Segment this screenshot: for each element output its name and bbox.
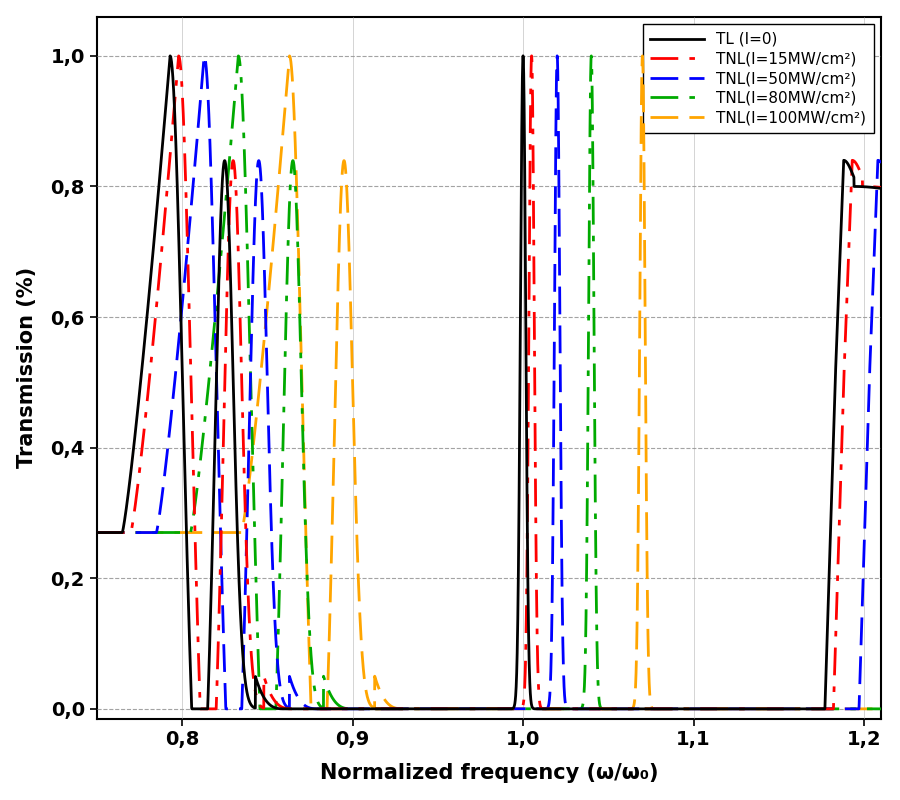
TNL(I=100MW/cm²)	[734, 704, 745, 714]
TNL(I=15MW/cm²)	[526, 51, 537, 61]
Line: TNL(I=15MW/cm²): TNL(I=15MW/cm²)	[94, 56, 900, 709]
TNL(I=50MW/cm²)	[220, 704, 231, 714]
TNL(I=50MW/cm²)	[570, 704, 580, 714]
TNL(I=100MW/cm²)	[605, 704, 616, 714]
TNL(I=15MW/cm²)	[691, 704, 702, 714]
TL (I=0)	[382, 704, 393, 714]
Y-axis label: Transmission (%): Transmission (%)	[17, 267, 37, 468]
X-axis label: Normalized frequency (ω/ω₀): Normalized frequency (ω/ω₀)	[320, 763, 658, 783]
TNL(I=80MW/cm²)	[255, 704, 266, 714]
TL (I=0)	[734, 704, 745, 714]
TL (I=0)	[605, 704, 616, 714]
Line: TNL(I=100MW/cm²): TNL(I=100MW/cm²)	[94, 56, 900, 709]
TL (I=0)	[570, 704, 580, 714]
TNL(I=80MW/cm²)	[691, 704, 702, 714]
TNL(I=50MW/cm²)	[734, 704, 745, 714]
TNL(I=50MW/cm²)	[605, 704, 616, 714]
TNL(I=80MW/cm²)	[382, 704, 393, 714]
TNL(I=100MW/cm²)	[691, 704, 702, 714]
TL (I=0)	[88, 528, 99, 538]
Line: TNL(I=80MW/cm²): TNL(I=80MW/cm²)	[94, 56, 900, 709]
TNL(I=15MW/cm²)	[570, 704, 580, 714]
TNL(I=80MW/cm²)	[88, 528, 99, 538]
TNL(I=50MW/cm²)	[691, 704, 702, 714]
Line: TL (I=0): TL (I=0)	[94, 56, 900, 709]
Legend: TL (I=0), TNL(I=15MW/cm²), TNL(I=50MW/cm²), TNL(I=80MW/cm²), TNL(I=100MW/cm²): TL (I=0), TNL(I=15MW/cm²), TNL(I=50MW/cm…	[643, 24, 874, 133]
TNL(I=100MW/cm²)	[382, 698, 393, 708]
TNL(I=15MW/cm²)	[88, 528, 99, 538]
TL (I=0)	[691, 704, 702, 714]
TNL(I=80MW/cm²)	[605, 704, 616, 714]
TNL(I=100MW/cm²)	[637, 51, 648, 61]
TNL(I=100MW/cm²)	[570, 704, 580, 714]
TNL(I=80MW/cm²)	[586, 51, 597, 61]
TNL(I=15MW/cm²)	[129, 508, 140, 518]
TNL(I=80MW/cm²)	[129, 528, 140, 538]
TL (I=0)	[186, 704, 197, 714]
TNL(I=80MW/cm²)	[734, 704, 745, 714]
TNL(I=15MW/cm²)	[605, 704, 616, 714]
TNL(I=15MW/cm²)	[195, 704, 206, 714]
TNL(I=15MW/cm²)	[382, 704, 393, 714]
TNL(I=100MW/cm²)	[129, 528, 140, 538]
TNL(I=50MW/cm²)	[88, 528, 99, 538]
TNL(I=50MW/cm²)	[199, 51, 210, 61]
TNL(I=50MW/cm²)	[129, 528, 140, 538]
TNL(I=15MW/cm²)	[734, 704, 745, 714]
TNL(I=80MW/cm²)	[570, 704, 580, 714]
TNL(I=50MW/cm²)	[382, 704, 393, 714]
TL (I=0)	[129, 438, 140, 447]
TL (I=0)	[518, 51, 528, 61]
Line: TNL(I=50MW/cm²): TNL(I=50MW/cm²)	[94, 56, 900, 709]
TNL(I=100MW/cm²)	[88, 528, 99, 538]
TNL(I=100MW/cm²)	[306, 704, 317, 714]
